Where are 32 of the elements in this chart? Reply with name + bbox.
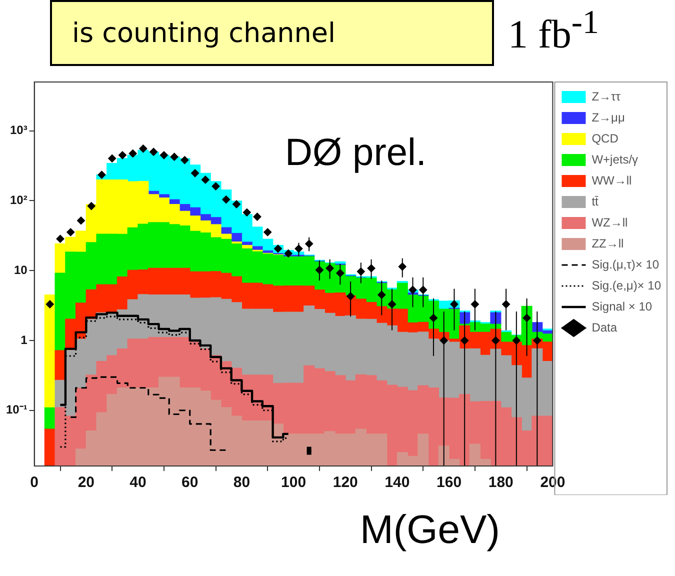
x-tick-label: 100 <box>281 474 306 492</box>
x-tick-label: 60 <box>182 474 198 492</box>
legend-label: Signal × 10 <box>592 299 652 314</box>
x-tick-label: 160 <box>436 474 462 492</box>
x-axis-title: M(GeV) <box>360 508 500 553</box>
y-tick-label: 1 <box>20 332 28 347</box>
y-tick-label: 10 <box>14 262 28 277</box>
x-tick-label: 200 <box>540 474 566 492</box>
legend-label: tt̄ <box>592 194 600 208</box>
x-tick-label: 20 <box>78 474 95 492</box>
x-tick-label: 180 <box>488 474 514 492</box>
legend-label: Sig.(μ,τ)× 10 <box>592 257 660 272</box>
x-tick-label: 40 <box>130 474 146 492</box>
x-tick-label: 120 <box>332 474 358 492</box>
legend-label: Data <box>592 320 618 334</box>
text: is counting channel <box>50 0 494 66</box>
legend-label: WW→ll <box>592 173 632 188</box>
y-tick-label: 10² <box>10 193 28 208</box>
legend-label: QCD <box>592 131 619 146</box>
legend-label: Z→ττ <box>592 89 621 104</box>
x-tick-label: 140 <box>384 474 410 492</box>
x-tick-label: 0 <box>30 474 39 492</box>
legend-label: W+jets/γ <box>592 152 638 166</box>
legend-label: Z→μμ <box>592 110 625 124</box>
text: 1 fb$^{-1}$ <box>508 4 600 58</box>
annotation: DØ prel. <box>285 132 426 175</box>
legend-label: Sig.(e,μ)× 10 <box>592 278 662 292</box>
x-tick-label: 80 <box>233 474 250 492</box>
legend-label: ZZ→ll <box>592 236 624 250</box>
y-tick-label: 10³ <box>10 123 28 138</box>
legend-label: WZ→ll <box>592 215 628 230</box>
y-tick-label: 10⁻¹ <box>6 402 28 417</box>
